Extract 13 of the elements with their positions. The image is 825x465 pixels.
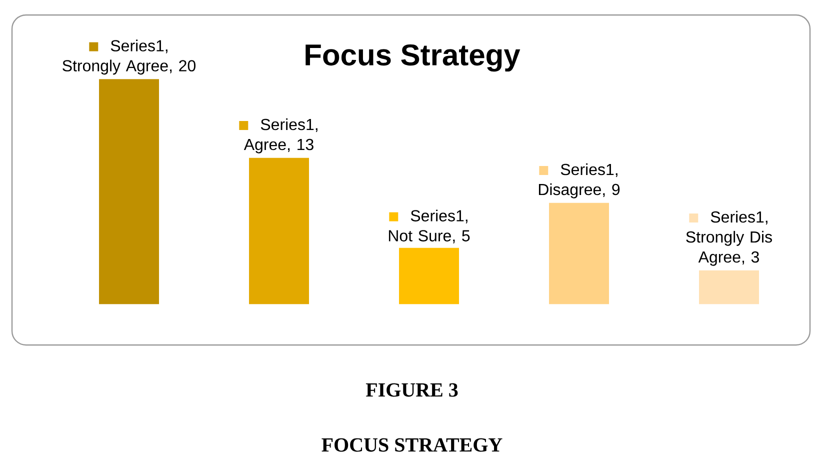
bar bbox=[549, 202, 610, 304]
data-label: Series1, Agree, 13 bbox=[244, 118, 318, 154]
text: FOCUS STRATEGY bbox=[322, 438, 502, 452]
data-label: Series1, Disagree, 9 bbox=[538, 163, 620, 198]
bar bbox=[399, 248, 460, 304]
chart-title: Focus Strategy bbox=[306, 44, 520, 72]
bar bbox=[249, 158, 310, 304]
bar bbox=[99, 79, 160, 304]
bar bbox=[699, 270, 759, 304]
data-label: Series1, Strongly Dis Agree, 3 bbox=[686, 210, 772, 266]
caption: FIGURE 3 bbox=[366, 383, 458, 397]
data-label: Series1, Not Sure, 5 bbox=[388, 210, 470, 244]
data-label: Series1, Strongly Agree, 20 bbox=[62, 40, 196, 75]
